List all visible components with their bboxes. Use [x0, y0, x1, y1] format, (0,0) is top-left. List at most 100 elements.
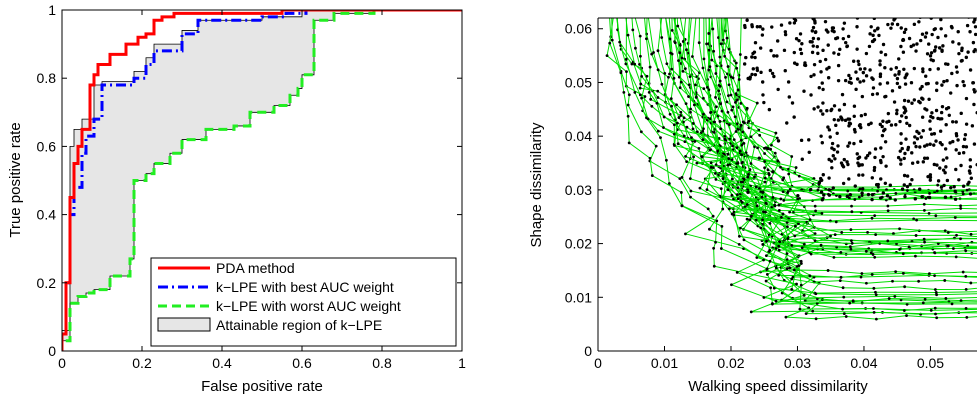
scatter-point	[820, 81, 824, 85]
scatter-point	[817, 180, 822, 185]
path-node	[676, 24, 680, 28]
scatter-point	[750, 72, 754, 77]
scatter-point	[899, 141, 903, 146]
path-node	[839, 275, 843, 279]
scatter-point	[786, 80, 791, 84]
x-tick-label: 0.01	[651, 355, 678, 371]
scatter-point	[843, 78, 848, 83]
scatter-point	[832, 51, 836, 55]
path-node	[692, 103, 696, 107]
scatter-point	[822, 193, 826, 197]
scatter-point	[851, 59, 856, 63]
path-node	[709, 1, 712, 4]
scatter-point	[885, 81, 890, 85]
path-node	[778, 240, 782, 244]
path-node	[813, 204, 817, 208]
path-node	[648, 65, 652, 69]
scatter-point	[870, 197, 874, 202]
path-node	[656, 68, 660, 72]
path-node	[736, 186, 740, 190]
path-node	[814, 209, 817, 213]
scatter-point	[905, 184, 910, 189]
path-node	[893, 294, 897, 298]
scatter-point	[849, 81, 853, 85]
path-node	[719, 127, 723, 131]
path-node	[898, 248, 901, 251]
scatter-point	[783, 69, 787, 73]
path-node	[695, 130, 699, 134]
path-node	[670, 29, 674, 32]
scatter-point	[886, 111, 891, 116]
scatter-point	[846, 34, 851, 39]
scatter-point	[841, 36, 846, 41]
scatter-point	[917, 99, 921, 104]
scatter-point	[905, 121, 909, 125]
path-node	[629, 0, 632, 1]
scatter-point	[813, 30, 818, 35]
path-node	[739, 123, 743, 127]
scatter-point	[895, 108, 899, 112]
path-node	[781, 190, 785, 194]
path-node	[693, 139, 697, 143]
path-node	[784, 315, 788, 319]
green-path	[673, 18, 977, 247]
path-node	[714, 178, 718, 181]
path-node	[787, 172, 791, 176]
scatter-point	[857, 123, 862, 128]
path-node	[738, 53, 742, 56]
path-node	[802, 242, 806, 246]
scatter-point	[872, 38, 877, 42]
scatter-point	[915, 42, 919, 46]
path-node	[753, 175, 756, 179]
scatter-point	[839, 116, 844, 121]
path-node	[691, 55, 694, 58]
x-tick-label: 0.6	[292, 355, 312, 371]
path-node	[712, 1, 715, 4]
scatter-point	[939, 110, 944, 115]
scatter-point	[886, 22, 890, 27]
x-tick-label: 0.4	[212, 355, 232, 371]
scatter-point	[859, 114, 864, 118]
scatter-point	[941, 168, 946, 172]
scatter-point	[761, 27, 765, 31]
path-node	[672, 76, 676, 80]
path-node	[769, 286, 773, 290]
path-node	[678, 44, 682, 47]
path-node	[842, 295, 846, 299]
scatter-point	[907, 123, 912, 128]
scatter-point	[746, 190, 750, 194]
path-node	[675, 121, 679, 125]
scatter-point	[823, 57, 828, 62]
path-node	[626, 33, 630, 37]
path-node	[745, 203, 749, 206]
scatter-point	[940, 83, 944, 87]
path-node	[732, 138, 736, 142]
scatter-point	[792, 21, 797, 25]
path-node	[643, 95, 647, 98]
scatter-point	[968, 158, 972, 162]
scatter-point	[864, 156, 868, 160]
path-node	[622, 91, 626, 94]
path-node	[741, 130, 745, 134]
scatter-point	[796, 193, 800, 198]
path-node	[898, 227, 901, 231]
scatter-point	[872, 165, 877, 170]
path-node	[749, 135, 753, 139]
scatter-point	[761, 93, 765, 97]
scatter-point	[973, 25, 977, 29]
path-node	[723, 137, 727, 141]
scatter-point	[809, 187, 813, 192]
scatter-point	[928, 54, 933, 58]
scatter-point	[917, 20, 921, 24]
scatter-point	[790, 101, 795, 105]
scatter-point	[938, 117, 942, 121]
path-node	[709, 111, 712, 114]
path-node	[642, 1, 645, 4]
path-node	[680, 56, 684, 60]
scatter-point	[949, 91, 953, 95]
scatter-point	[883, 181, 888, 185]
scatter-point	[858, 163, 862, 167]
scatter-point	[903, 151, 907, 156]
path-node	[736, 197, 740, 201]
path-node	[659, 136, 662, 140]
